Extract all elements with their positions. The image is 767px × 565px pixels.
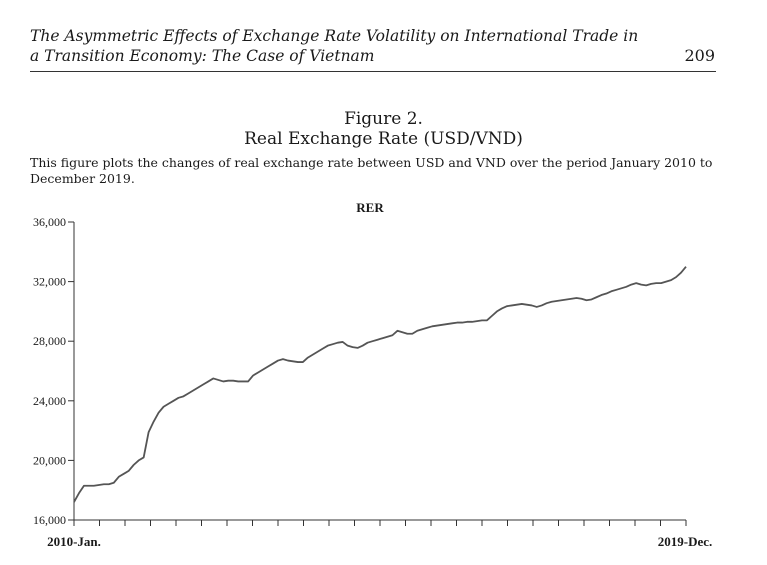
figure-label: Figure 2. (344, 109, 423, 129)
y-tick-label: 36,000 (33, 215, 66, 229)
y-tick-label: 28,000 (33, 334, 66, 348)
y-tick-label: 32,000 (33, 275, 66, 289)
chart-title: RER (356, 200, 384, 215)
running-title: The Asymmetric Effects of Exchange Rate … (30, 27, 639, 65)
page-number: 209 (684, 46, 715, 65)
y-tick-label: 16,000 (33, 513, 66, 527)
figure-caption: This figure plots the changes of real ex… (30, 155, 713, 186)
x-end-label: 2019-Dec. (658, 534, 713, 549)
chart-axes: 16,000 20,000 24,000 28,000 32,000 36,000 (33, 215, 687, 527)
figure-title: Real Exchange Rate (USD/VND) (244, 129, 523, 149)
y-tick-label: 20,000 (33, 453, 66, 467)
chart-series (73, 266, 687, 503)
x-start-label: 2010-Jan. (47, 534, 101, 549)
header-rule (30, 71, 716, 72)
series-line-rer (73, 266, 687, 503)
y-tick-label: 24,000 (33, 394, 66, 408)
